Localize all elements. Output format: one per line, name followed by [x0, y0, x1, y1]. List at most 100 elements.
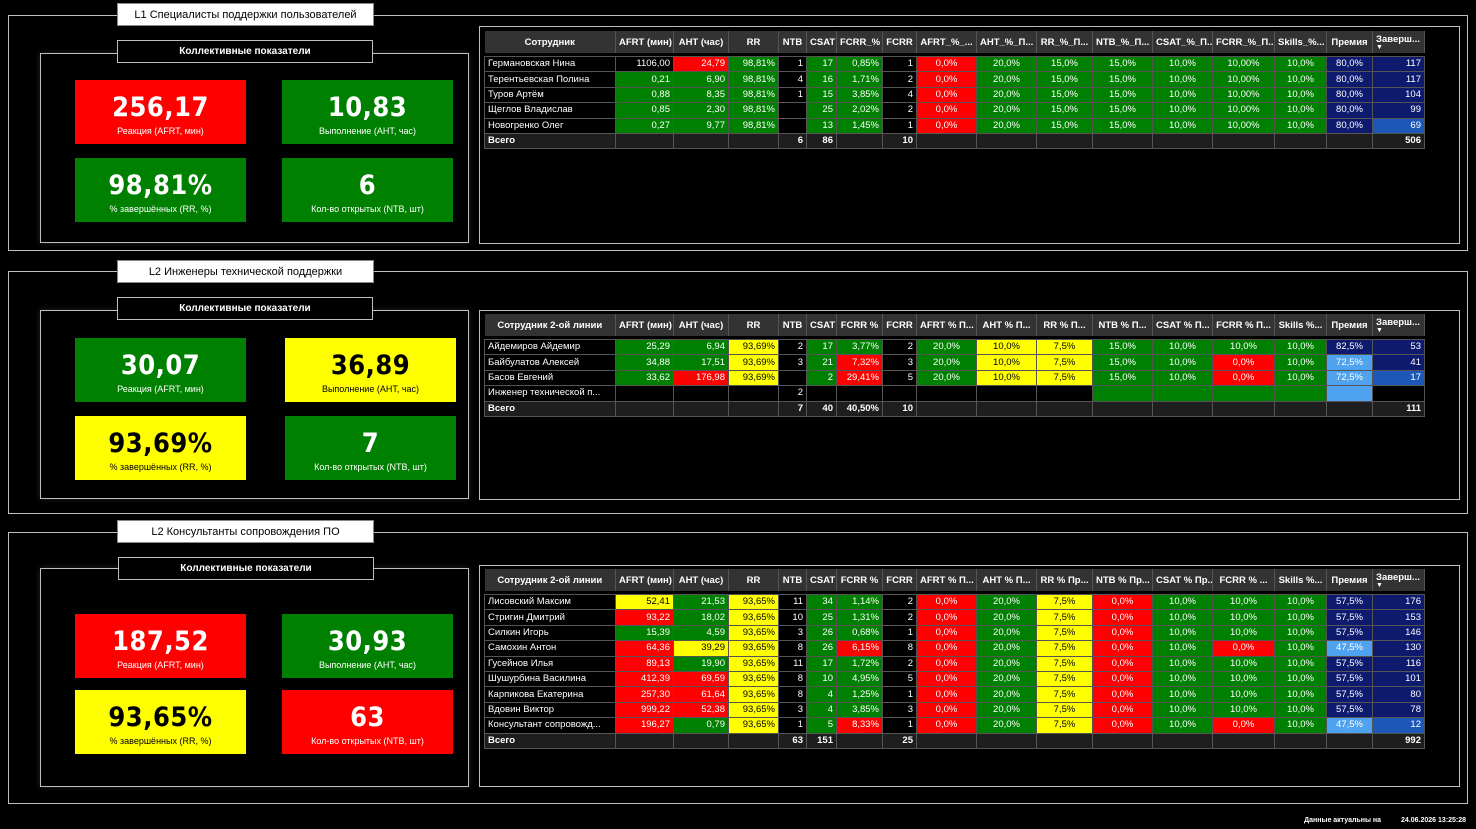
table-row[interactable]: Германовская Нина 1106,00 24,79 98,81% 1 17 0,…: [484, 55, 1425, 73]
column-header-bonus[interactable]: Премия: [1326, 569, 1373, 591]
column-header-csat-bonus[interactable]: CSAT % П...: [1152, 314, 1213, 336]
total-rr-bonus: [1036, 132, 1093, 150]
column-header-rr[interactable]: RR: [728, 31, 779, 53]
sort-descending-icon[interactable]: ▼: [1376, 581, 1383, 589]
cell-rr: 93,65%: [728, 640, 779, 657]
column-header-afrt[interactable]: AFRT (мин): [615, 314, 674, 336]
column-header-employee[interactable]: Сотрудник 2-ой линии: [484, 569, 616, 591]
column-header-fcrr[interactable]: FCRR: [882, 569, 917, 591]
cell-fcrr-pct: 6,15%: [836, 640, 883, 657]
cell-completed: [1372, 385, 1425, 402]
kpi-label: Выполнение (AHT, час): [318, 126, 417, 136]
cell-ntb: [778, 117, 807, 134]
column-header-rr-bonus[interactable]: RR % Пр...: [1036, 569, 1093, 591]
column-header-csat-bonus[interactable]: CSAT % Пр...: [1152, 569, 1213, 591]
column-header-fcrr-bonus[interactable]: FCRR % ...: [1212, 569, 1275, 591]
column-header-afrt[interactable]: AFRT (мин): [615, 31, 674, 53]
column-header-rr[interactable]: RR: [728, 569, 779, 591]
column-header-ntb[interactable]: NTB: [778, 31, 807, 53]
table-row[interactable]: Терентьевская Полина 0,21 6,90 98,81% 4 16 1,7…: [484, 71, 1425, 88]
total-fcrr-bonus: [1212, 132, 1275, 150]
column-header-fcrr-bonus[interactable]: FCRR % П...: [1212, 314, 1275, 336]
column-header-fcrr-bonus[interactable]: FCRR_%_П...: [1212, 31, 1275, 53]
column-header-rr-bonus[interactable]: RR_%_П...: [1036, 31, 1093, 53]
table-row[interactable]: Щеглов Владислав 0,85 2,30 98,81% 25 2,02% 2 0,…: [484, 102, 1425, 119]
cell-aht: 4,59: [673, 624, 729, 642]
cell-employee: Терентьевская Полина: [484, 71, 616, 88]
sort-descending-icon[interactable]: ▼: [1376, 43, 1383, 51]
cell-completed: 117: [1372, 71, 1425, 88]
table-row[interactable]: Карпикова Екатерина 257,30 61,64 93,65% 8 4 1,…: [484, 686, 1425, 703]
cell-afrt: 34,88: [615, 354, 674, 371]
table-row[interactable]: Шушурбина Василина 412,39 69,59 93,65% 8 10 4,…: [484, 670, 1425, 688]
table-row[interactable]: Вдовин Виктор 999,22 52,38 93,65% 3 4 3,85% 3 0,…: [484, 701, 1425, 719]
table-row[interactable]: Инженер технической п... 2: [484, 385, 1425, 402]
column-header-skills-bonus[interactable]: Skills %...: [1274, 314, 1327, 336]
cell-completed: 12: [1372, 717, 1425, 734]
column-header-ntb[interactable]: NTB: [778, 314, 807, 336]
column-header-aht-bonus[interactable]: AHT_%_П...: [976, 31, 1037, 53]
column-header-afrt-bonus[interactable]: AFRT % П...: [916, 569, 977, 591]
sort-descending-icon[interactable]: ▼: [1376, 326, 1383, 334]
column-header-completed[interactable]: Заверш... ▼: [1372, 31, 1425, 53]
column-header-employee[interactable]: Сотрудник 2-ой линии: [484, 314, 616, 336]
data-freshness-label: Данные актуальны на: [1304, 817, 1381, 824]
column-header-skills-bonus[interactable]: Skills_%...: [1274, 31, 1327, 53]
column-header-rr-bonus[interactable]: RR % П...: [1036, 314, 1093, 336]
column-header-aht-bonus[interactable]: AHT % П...: [976, 569, 1037, 591]
cell-fcrr-pct: 1,14%: [836, 593, 883, 611]
column-header-csat-bonus[interactable]: CSAT_%_П...: [1152, 31, 1213, 53]
column-header-fcrr-pct[interactable]: FCRR %: [836, 569, 883, 591]
column-header-fcrr-pct[interactable]: FCRR %: [836, 314, 883, 336]
column-header-completed[interactable]: Заверш... ▼: [1372, 569, 1425, 591]
cell-csat: 16: [806, 71, 837, 88]
column-header-aht-bonus[interactable]: AHT % П...: [976, 314, 1037, 336]
table-row[interactable]: Новогренко Олег 0,27 9,77 98,81% 13 1,45% 1 0,0…: [484, 117, 1425, 134]
cell-skills-bonus: 10,0%: [1274, 86, 1327, 104]
table-row[interactable]: Консультант сопровожд... 196,27 0,79 93,65%…: [484, 717, 1425, 734]
column-header-fcrr[interactable]: FCRR: [882, 31, 917, 53]
column-header-completed[interactable]: Заверш... ▼: [1372, 314, 1425, 336]
column-header-afrt-bonus[interactable]: AFRT_%_...: [916, 31, 977, 53]
cell-csat: 5: [806, 717, 837, 734]
column-header-aht[interactable]: AHT (час): [673, 31, 729, 53]
column-header-aht[interactable]: AHT (час): [673, 569, 729, 591]
column-header-skills-bonus[interactable]: Skills %...: [1274, 569, 1327, 591]
table-row[interactable]: Туров Артём 0,88 8,35 98,81% 1 15 3,85% 4 0,0% 20…: [484, 86, 1425, 104]
cell-aht-bonus: 20,0%: [976, 609, 1037, 626]
cell-rr-bonus: 7,5%: [1036, 338, 1093, 356]
column-header-rr[interactable]: RR: [728, 314, 779, 336]
table-row[interactable]: Стригин Дмитрий 93,22 18,02 93,65% 10 25 1,31%…: [484, 609, 1425, 626]
table-row[interactable]: Басов Евгений 33,62 176,98 93,69% 2 29,41% 5 20…: [484, 369, 1425, 387]
table-row[interactable]: Лисовский Максим 52,41 21,53 93,65% 11 34 1,14…: [484, 593, 1425, 611]
table-row[interactable]: Айдемиров Айдемир 25,29 6,94 93,69% 2 17 3,77%…: [484, 338, 1425, 356]
column-header-employee[interactable]: Сотрудник: [484, 31, 616, 53]
column-header-fcrr[interactable]: FCRR: [882, 314, 917, 336]
employee-table: Сотрудник 2-ой линии AFRT (мин) AHT (час) R…: [484, 314, 1425, 417]
column-header-csat[interactable]: CSAT: [806, 569, 837, 591]
cell-completed: 130: [1372, 640, 1425, 657]
column-header-afrt[interactable]: AFRT (мин): [615, 569, 674, 591]
column-header-aht[interactable]: AHT (час): [673, 314, 729, 336]
cell-employee: Вдовин Виктор: [484, 701, 616, 719]
column-header-bonus[interactable]: Премия: [1326, 31, 1373, 53]
cell-aht: 17,51: [673, 354, 729, 371]
column-header-ntb[interactable]: NTB: [778, 569, 807, 591]
kpi-label: % завершённых (RR, %): [109, 736, 212, 746]
column-header-csat[interactable]: CSAT: [806, 314, 837, 336]
cell-fcrr: 5: [882, 369, 917, 387]
cell-fcrr-bonus: 10,0%: [1212, 701, 1275, 719]
column-header-ntb-bonus[interactable]: NTB % П...: [1092, 314, 1153, 336]
column-header-csat[interactable]: CSAT: [806, 31, 837, 53]
table-row[interactable]: Байбулатов Алексей 34,88 17,51 93,69% 3 21 7,3…: [484, 354, 1425, 371]
cell-rr: 98,81%: [728, 102, 779, 119]
table-row[interactable]: Самохин Антон 64,36 39,29 93,65% 8 26 6,15% 8 0,…: [484, 640, 1425, 657]
column-header-ntb-bonus[interactable]: NTB_%_П...: [1092, 31, 1153, 53]
column-header-afrt-bonus[interactable]: AFRT % П...: [916, 314, 977, 336]
column-header-fcrr-pct[interactable]: FCRR_%: [836, 31, 883, 53]
table-row[interactable]: Гусейнов Илья 89,13 19,90 93,65% 11 17 1,72% 2 0…: [484, 655, 1425, 672]
column-header-bonus[interactable]: Премия: [1326, 314, 1373, 336]
column-header-ntb-bonus[interactable]: NTB % Пр...: [1092, 569, 1153, 591]
cell-bonus: 47,5%: [1326, 640, 1373, 657]
table-row[interactable]: Силкин Игорь 15,39 4,59 93,65% 3 26 0,68% 1 0,0%…: [484, 624, 1425, 642]
